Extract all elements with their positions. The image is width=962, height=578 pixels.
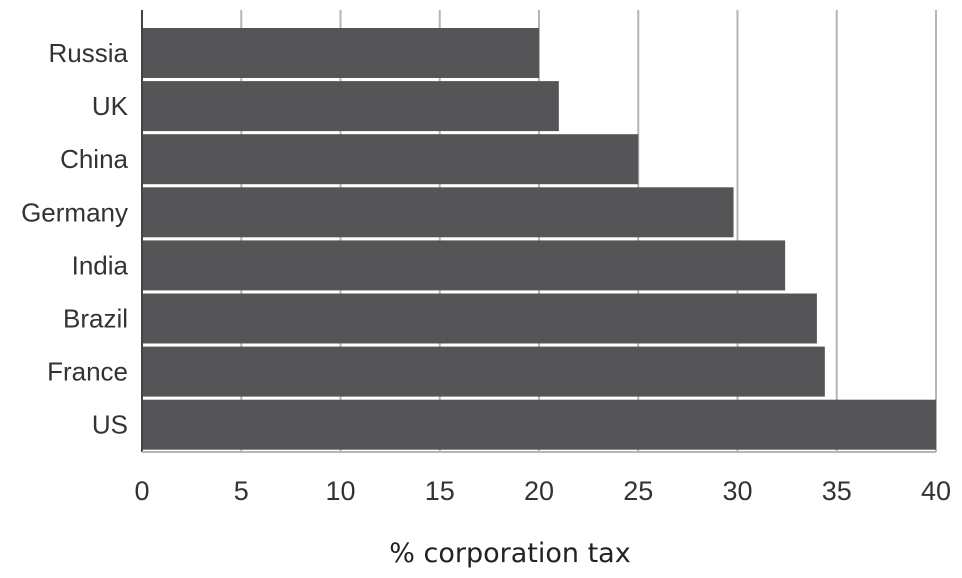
- bar-us: [142, 399, 936, 450]
- bars: [142, 28, 936, 450]
- category-label: UK: [92, 91, 129, 121]
- category-label: France: [47, 357, 128, 387]
- bar-russia: [142, 28, 539, 78]
- x-tick-labels: 0 5 10 15 20 25 30 35 40: [134, 476, 951, 506]
- x-tick-label: 20: [524, 476, 554, 506]
- x-tick-label: 5: [234, 476, 249, 506]
- bar-china: [142, 134, 639, 185]
- axes: [141, 10, 936, 453]
- category-label: Brazil: [63, 304, 128, 334]
- category-label: India: [72, 250, 129, 280]
- category-label: US: [92, 410, 128, 440]
- x-tick-label: 0: [134, 476, 149, 506]
- bar-brazil: [142, 293, 817, 344]
- bar-uk: [142, 81, 559, 132]
- x-tick-label: 25: [623, 476, 653, 506]
- category-label: China: [60, 144, 128, 174]
- bar-france: [142, 346, 825, 397]
- bar-india: [142, 240, 786, 291]
- category-labels: Russia UK China Germany India Brazil France US: [21, 38, 129, 440]
- category-label: Russia: [49, 38, 129, 68]
- x-tick-label: 40: [921, 476, 951, 506]
- bar-germany: [142, 187, 734, 238]
- x-tick-label: 10: [325, 476, 355, 506]
- category-label: Germany: [21, 197, 128, 227]
- x-tick-label: 15: [425, 476, 455, 506]
- x-axis-title: % corporation tax: [389, 538, 630, 569]
- x-tick-label: 30: [722, 476, 752, 506]
- x-tick-label: 35: [822, 476, 852, 506]
